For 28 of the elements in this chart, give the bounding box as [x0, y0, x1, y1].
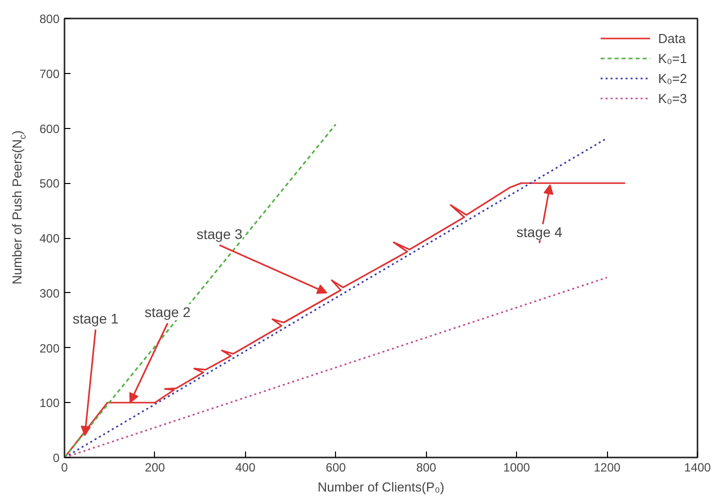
- legend-label: K₀=2: [658, 70, 687, 86]
- annotation: stage 1: [72, 310, 119, 327]
- y-tick-label: 200: [39, 341, 60, 356]
- x-axis-title: Number of Clients(P₀): [318, 480, 444, 494]
- x-tick-label: 1000: [503, 460, 530, 474]
- y-tick-label: 400: [39, 232, 60, 246]
- y-tick-label: 0: [52, 451, 60, 465]
- annotation: stage 3: [196, 226, 243, 242]
- annotation: stage 4: [516, 224, 563, 240]
- x-tick-label: 1400: [684, 460, 712, 474]
- y-tick-label: 300: [39, 286, 60, 300]
- y-tick-label: 100: [39, 396, 60, 410]
- x-tick-label: 400: [235, 460, 256, 474]
- line-series: [64, 182, 626, 458]
- x-tick-label: 800: [416, 460, 437, 474]
- x-tick-label: 0: [61, 460, 68, 474]
- legend-label: K₀=1: [658, 50, 687, 66]
- y-tick-label: 600: [39, 122, 60, 136]
- x-tick-label: 600: [326, 460, 346, 474]
- y-tick-label: 500: [39, 176, 60, 191]
- x-tick-label: 1200: [594, 460, 621, 474]
- y-tick-label: 700: [39, 66, 60, 81]
- annotation: stage 2: [144, 304, 191, 320]
- y-tick-label: 800: [39, 12, 60, 26]
- legend-label: K₀=3: [658, 90, 687, 106]
- legend-label: Data: [658, 30, 686, 46]
- y-axis-title: Number of Push Peers(Nc): [10, 130, 28, 285]
- x-tick-label: 200: [144, 460, 166, 474]
